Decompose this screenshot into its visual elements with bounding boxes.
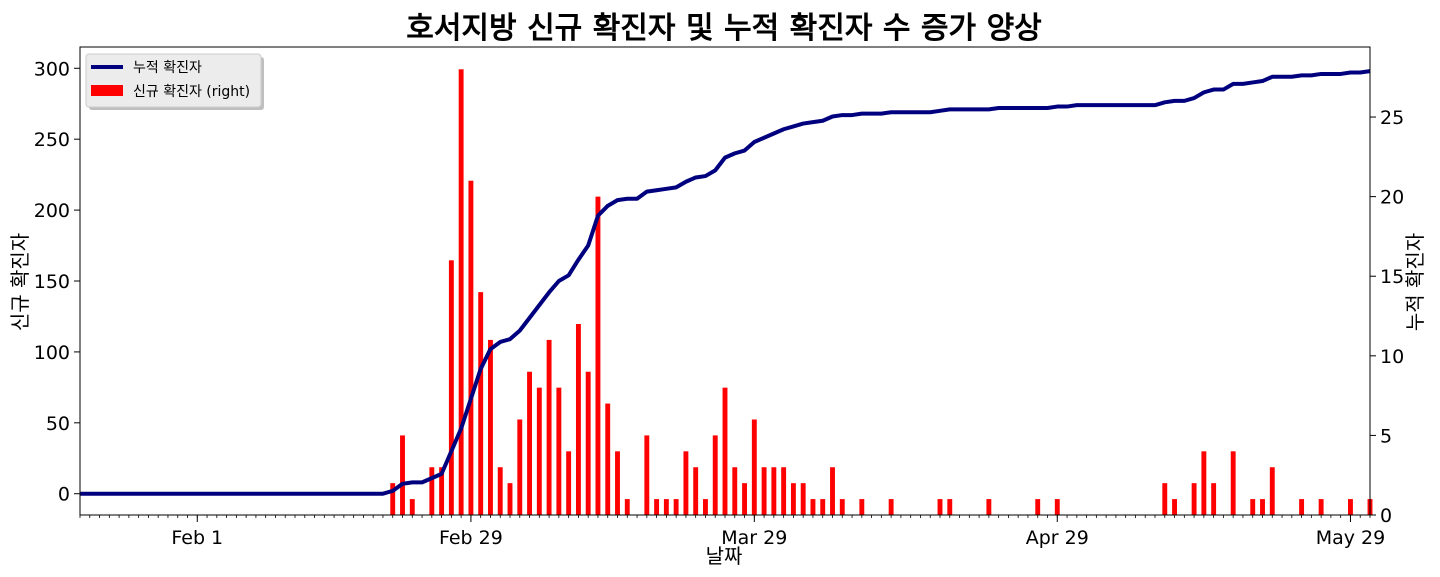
bar-2020-05-29 bbox=[1348, 499, 1353, 515]
y-left-tick-label: 200 bbox=[34, 200, 70, 222]
y-left-tick-label: 100 bbox=[34, 342, 70, 364]
bar-2020-03-30 bbox=[761, 467, 767, 515]
bar-2020-03-02 bbox=[488, 339, 493, 515]
bar-2020-03-07 bbox=[536, 387, 542, 515]
bar-2020-02-25 bbox=[429, 467, 435, 515]
bar-2020-05-24 bbox=[1299, 499, 1305, 515]
x-axis-label: 날짜 bbox=[706, 544, 743, 568]
y-right-tick-label: 20 bbox=[1380, 187, 1404, 209]
bar-2020-03-31 bbox=[771, 467, 777, 515]
y-left-tick-label: 50 bbox=[46, 413, 70, 435]
bar-2020-04-02 bbox=[790, 483, 796, 515]
y-left-tick-label: 0 bbox=[58, 484, 70, 506]
bar-2020-03-22 bbox=[683, 451, 689, 515]
y-axis-left-label: 신규 확진자 bbox=[8, 233, 32, 331]
line-series bbox=[80, 69, 1371, 496]
bar-2020-05-17 bbox=[1230, 451, 1236, 515]
chart-title: 호서지방 신규 확진자 및 누적 확진자 수 증가 양상 bbox=[406, 11, 1042, 46]
y-axis-right: 0 5 10 15 20 25 bbox=[1370, 107, 1404, 527]
bar-2020-05-19 bbox=[1250, 499, 1256, 515]
bar-2020-04-03 bbox=[800, 483, 806, 515]
bar-2020-03-15 bbox=[615, 451, 620, 515]
bar-2020-04-22 bbox=[986, 499, 992, 515]
x-axis: Feb 1 Feb 29 Mar 29 Apr 29 May 29 bbox=[79, 515, 1386, 549]
bar-2020-03-18 bbox=[644, 435, 650, 515]
bar-2020-04-09 bbox=[859, 499, 865, 515]
bar-2020-03-27 bbox=[732, 467, 738, 515]
bar-2020-04-17 bbox=[937, 499, 943, 515]
bar-2020-05-13 bbox=[1191, 483, 1197, 515]
bar-2020-03-06 bbox=[527, 371, 532, 515]
bar-2020-05-20 bbox=[1260, 499, 1265, 515]
x-tick-label: May 29 bbox=[1316, 527, 1386, 549]
bar-2020-04-18 bbox=[947, 499, 953, 515]
legend-bar-label: 신규 확진자 (right) bbox=[133, 84, 250, 100]
bar-2020-04-06 bbox=[830, 467, 835, 515]
bar-2020-03-25 bbox=[712, 435, 718, 515]
bar-2020-02-28 bbox=[458, 69, 464, 515]
y-right-tick-label: 15 bbox=[1380, 266, 1404, 288]
bar-2020-04-01 bbox=[781, 467, 787, 515]
y-right-tick-label: 0 bbox=[1380, 505, 1392, 527]
y-right-tick-label: 10 bbox=[1380, 346, 1404, 368]
bar-2020-03-01 bbox=[478, 292, 484, 515]
bar-2020-04-07 bbox=[839, 499, 845, 515]
y-right-tick-label: 5 bbox=[1380, 425, 1392, 447]
legend-line-label: 누적 확진자 bbox=[133, 60, 202, 76]
bar-2020-03-05 bbox=[517, 419, 523, 515]
bar-2020-03-19 bbox=[654, 499, 660, 515]
x-tick-label: Feb 29 bbox=[439, 527, 503, 549]
x-tick-label: Apr 29 bbox=[1026, 527, 1089, 549]
x-tick-label: Mar 29 bbox=[721, 527, 787, 549]
bar-2020-03-09 bbox=[556, 387, 562, 515]
bar-2020-03-13 bbox=[595, 196, 601, 515]
legend: 누적 확진자 신규 확진자 (right) bbox=[85, 53, 264, 110]
bar-2020-03-08 bbox=[546, 339, 552, 515]
bar-2020-02-29 bbox=[468, 180, 474, 515]
y-right-tick-label: 25 bbox=[1380, 107, 1404, 129]
y-left-tick-label: 250 bbox=[34, 129, 70, 151]
y-left-tick-label: 150 bbox=[34, 271, 70, 293]
bar-series bbox=[390, 69, 1373, 515]
bar-2020-03-21 bbox=[673, 499, 679, 515]
bar-2020-02-27 bbox=[448, 260, 454, 515]
bar-2020-03-24 bbox=[703, 499, 708, 515]
cumulative-line bbox=[80, 69, 1371, 496]
bar-2020-03-20 bbox=[663, 499, 669, 515]
bar-2020-03-10 bbox=[566, 451, 572, 515]
bar-2020-02-22 bbox=[400, 435, 405, 515]
bar-2020-04-27 bbox=[1035, 499, 1041, 515]
bar-2020-03-26 bbox=[722, 387, 728, 515]
bar-2020-03-16 bbox=[624, 499, 630, 515]
bar-2020-05-26 bbox=[1318, 499, 1324, 515]
bar-2020-04-04 bbox=[810, 499, 816, 515]
bar-2020-05-15 bbox=[1211, 483, 1217, 515]
bar-2020-05-21 bbox=[1269, 467, 1275, 515]
y-left-tick-label: 300 bbox=[34, 58, 70, 80]
bar-2020-05-14 bbox=[1201, 451, 1207, 515]
bar-2020-02-26 bbox=[439, 467, 445, 515]
bar-2020-04-29 bbox=[1054, 499, 1060, 515]
y-axis-right-label: 누적 확진자 bbox=[1403, 233, 1427, 331]
legend-bar-swatch bbox=[91, 85, 123, 96]
x-tick-label: Feb 1 bbox=[171, 527, 223, 549]
bar-2020-04-05 bbox=[820, 499, 826, 515]
bar-2020-03-12 bbox=[585, 371, 591, 515]
bar-2020-05-10 bbox=[1162, 483, 1168, 515]
bar-2020-04-12 bbox=[888, 499, 894, 515]
bar-2020-03-28 bbox=[742, 483, 747, 515]
y-axis-left: 0 50 100 150 200 250 300 bbox=[34, 58, 80, 506]
bar-2020-02-23 bbox=[409, 499, 415, 515]
bar-2020-05-11 bbox=[1172, 499, 1177, 515]
bar-2020-03-03 bbox=[497, 467, 503, 515]
bar-2020-03-23 bbox=[693, 467, 699, 515]
bar-2020-03-04 bbox=[507, 483, 513, 515]
bar-2020-03-14 bbox=[605, 403, 611, 515]
bar-2020-02-21 bbox=[390, 483, 396, 515]
bar-2020-03-29 bbox=[751, 419, 757, 515]
bar-2020-03-11 bbox=[575, 323, 581, 515]
